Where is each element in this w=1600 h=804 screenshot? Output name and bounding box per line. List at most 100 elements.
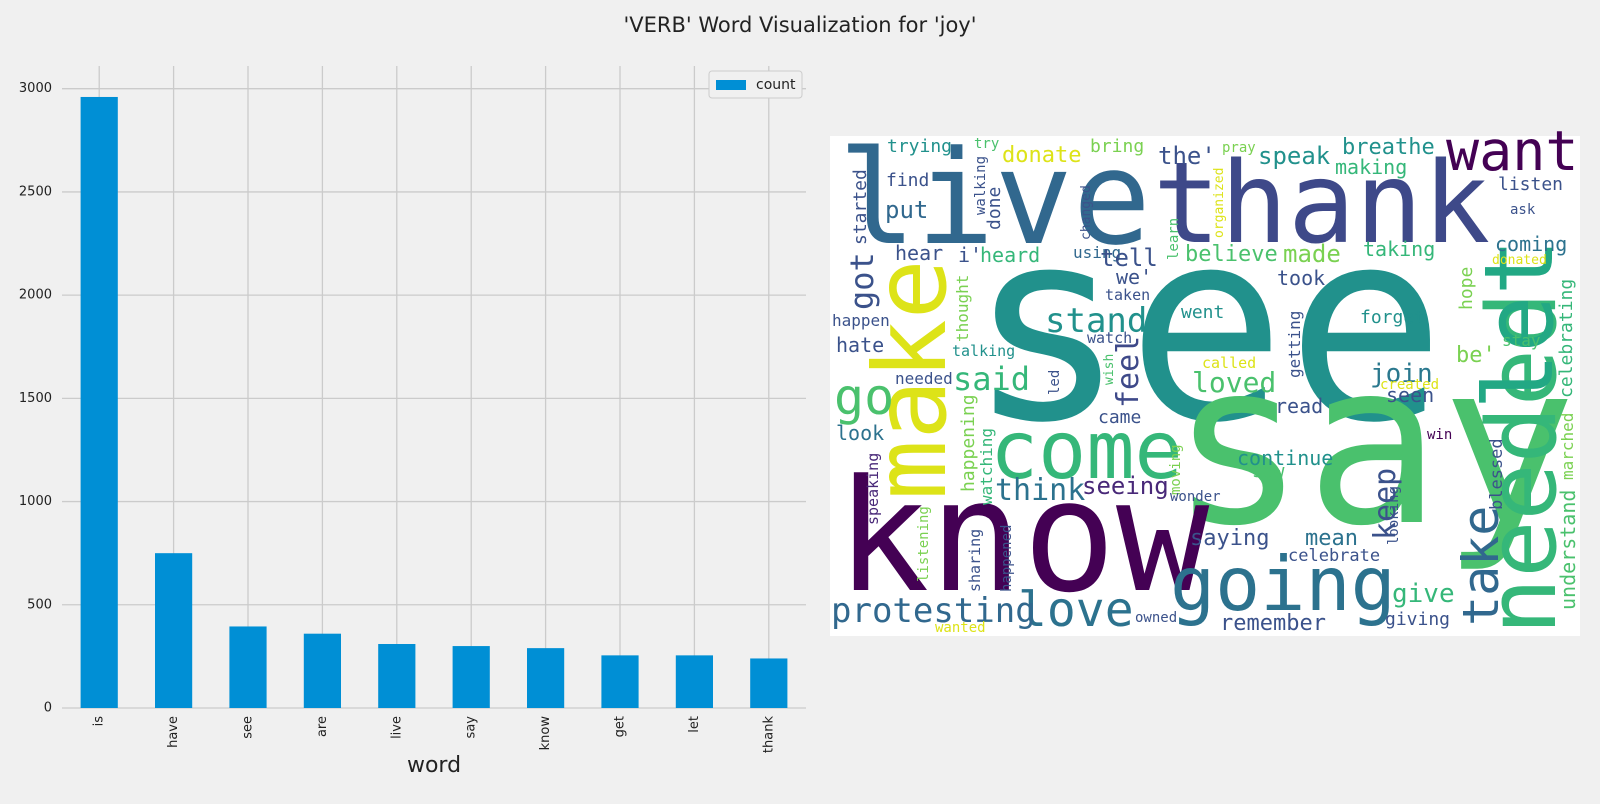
word: make [852, 259, 969, 500]
y-tick-label: 1500 [19, 391, 52, 406]
word: coming [1495, 232, 1567, 256]
word: we' [1116, 265, 1152, 289]
bar [229, 626, 267, 708]
word: ask [1510, 202, 1536, 218]
wordcloud-background [830, 136, 1580, 636]
word: saw [1252, 461, 1285, 482]
word: thought [953, 275, 972, 342]
word: watching [977, 428, 996, 505]
word: put [885, 196, 928, 224]
word: understand [1556, 490, 1580, 610]
word: believe [1185, 242, 1278, 267]
word: trying [887, 136, 952, 157]
bar [378, 644, 416, 708]
word: looking [1386, 486, 1402, 545]
word: moving [1168, 444, 1184, 495]
word: the' [1158, 142, 1216, 170]
word: started [850, 169, 871, 245]
bar [527, 648, 565, 708]
word: done [984, 187, 1005, 230]
bar [155, 553, 193, 708]
word: happened [999, 525, 1015, 592]
word: speak [1258, 142, 1331, 170]
word: hear [895, 241, 943, 265]
bar [675, 655, 713, 708]
word: listen [1498, 174, 1563, 195]
x-tick-label: live [389, 716, 404, 739]
word: loved [1192, 366, 1276, 399]
x-tick-label: have [166, 716, 181, 748]
word: using [1073, 243, 1121, 262]
word: join [1370, 359, 1433, 389]
word: know [836, 446, 1210, 627]
word: remember [1220, 611, 1326, 636]
word: love [1018, 582, 1134, 638]
word: give [1392, 579, 1455, 609]
word: went [1181, 302, 1224, 323]
word: heard [980, 243, 1040, 267]
word: made [1283, 240, 1341, 268]
word: go [834, 368, 894, 426]
word: needed [895, 369, 953, 388]
bar [750, 658, 788, 708]
word: celebrate [1288, 546, 1380, 566]
word: forget [1360, 307, 1425, 328]
bar-chart: 0 500 1000 1500 2000 2500 3000 is have see are live… [19, 66, 806, 778]
bar [303, 633, 341, 708]
word: taking [1363, 237, 1435, 261]
word: wanted [935, 620, 986, 636]
word: making [1335, 155, 1407, 179]
word: find [886, 170, 929, 191]
word: listening [916, 506, 932, 582]
word: come [990, 404, 1183, 497]
word: try [974, 136, 999, 152]
word: sharing [966, 529, 984, 592]
word: see [967, 173, 1446, 481]
word: going [1170, 540, 1396, 628]
word: take [1452, 506, 1510, 626]
word: seeing [1082, 472, 1169, 500]
word: celebrating [1556, 279, 1577, 398]
word: saying [1190, 526, 1269, 551]
x-tick-label: thank [761, 716, 776, 754]
word: seen [1386, 383, 1434, 407]
word: speaking [864, 453, 882, 525]
word: stand [1045, 301, 1147, 341]
word: want [1446, 119, 1578, 183]
word: led [1047, 370, 1063, 395]
word: continue [1237, 446, 1333, 470]
word: hate [836, 333, 884, 357]
word: donated [1492, 253, 1547, 268]
word: got [843, 252, 881, 310]
y-tick-label: 3000 [19, 81, 52, 96]
word: thank [1153, 139, 1490, 269]
x-tick-label: see [241, 716, 256, 739]
bar [80, 96, 118, 709]
word: keep [1368, 468, 1403, 540]
x-tick-label: get [613, 716, 628, 737]
y-tick-label: 0 [44, 701, 52, 716]
legend-box [708, 70, 803, 99]
word: donate [1002, 143, 1081, 168]
word: created [1380, 377, 1439, 393]
word: changed [1079, 185, 1094, 240]
word: said [953, 360, 1030, 398]
word: hope [1456, 267, 1477, 310]
x-tick-label: is [92, 716, 107, 727]
x-tick-label: know [538, 716, 553, 751]
word: taken [1105, 286, 1150, 304]
word: wish [1102, 354, 1117, 385]
word: watch [1087, 329, 1132, 347]
word: protesting [831, 591, 1036, 631]
word: read [1275, 394, 1323, 418]
word: organized [1212, 168, 1227, 238]
word: feel [1111, 336, 1146, 408]
word: pray [1222, 140, 1256, 156]
y-tick-label: 2500 [19, 184, 52, 199]
word: talking [952, 342, 1015, 360]
x-tick-label: let [687, 716, 702, 733]
word: took [1277, 266, 1325, 290]
